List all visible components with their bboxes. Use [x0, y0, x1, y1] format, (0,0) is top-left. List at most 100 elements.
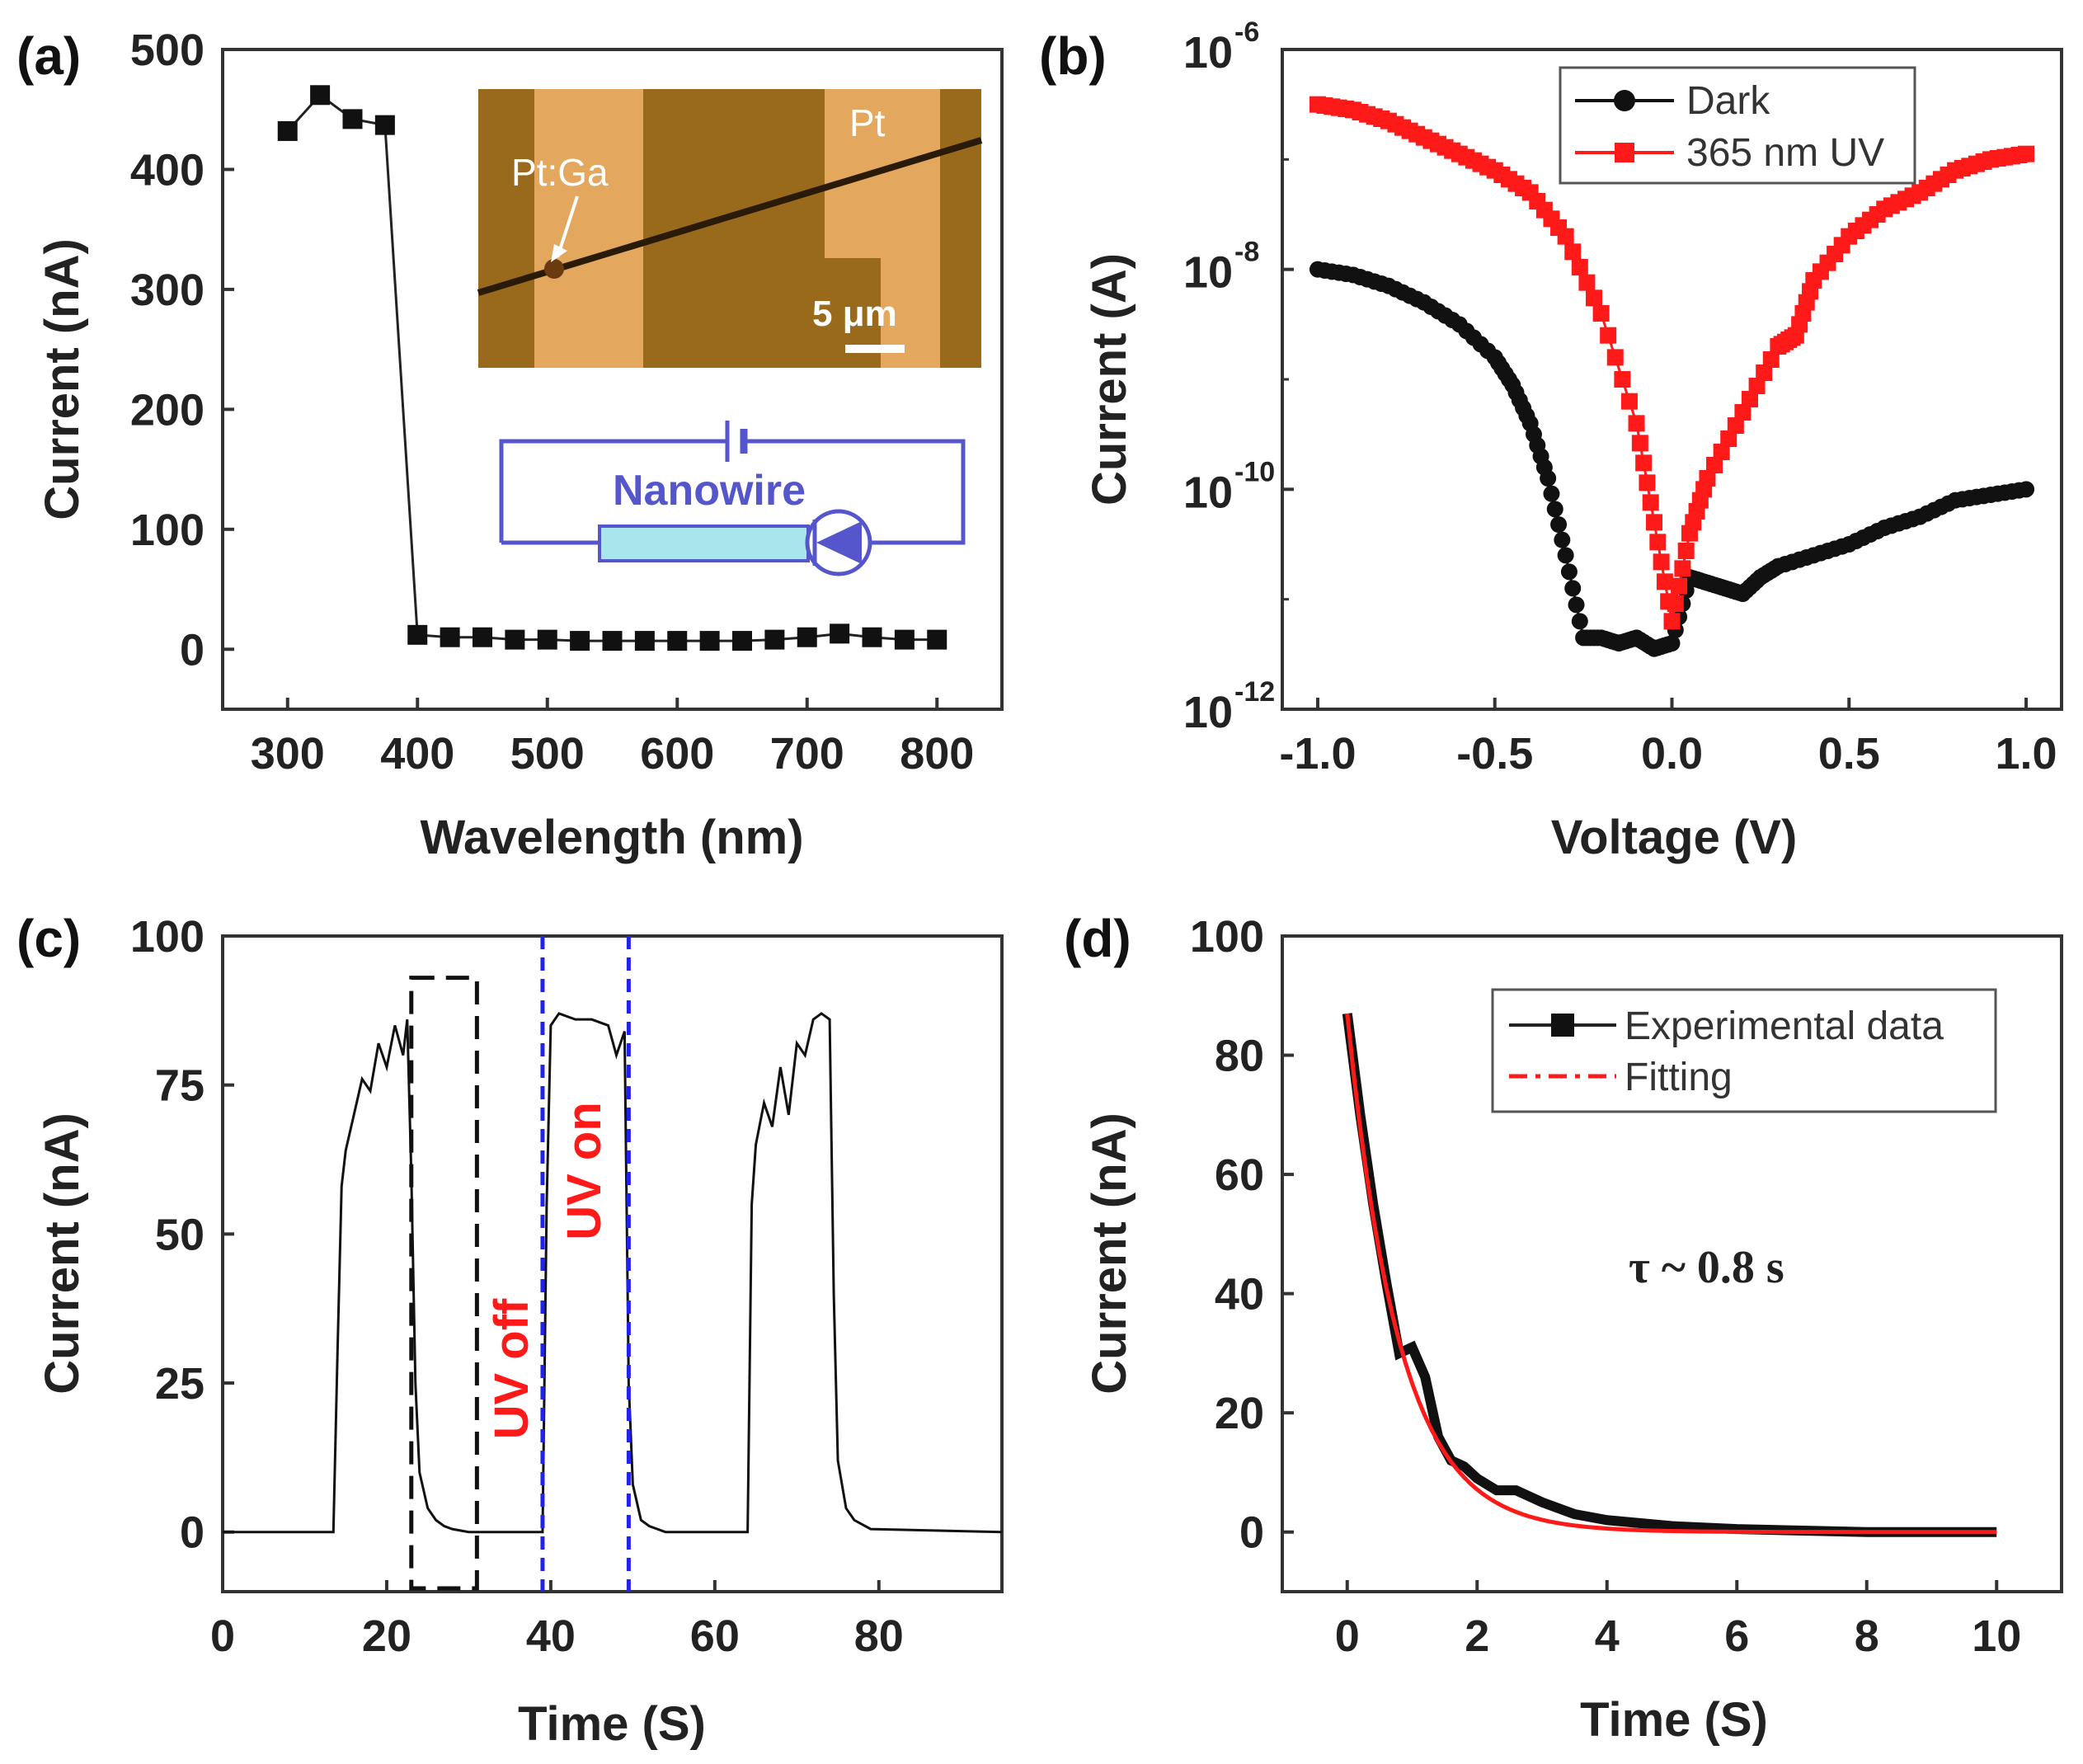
electrode-right-label: Pt — [849, 101, 886, 144]
panel-b-data-point — [1653, 553, 1670, 571]
panel-b-ytick-exponent: -12 — [1234, 676, 1275, 708]
panel-a: (a) 300 400 500 600 700 800 0 100 200 300 400 500 W… — [16, 26, 1004, 864]
panel-b-ytick-exponent: -6 — [1234, 16, 1259, 48]
panel-c-ticks: 0 20 40 60 80 0 25 50 75 100 — [130, 912, 904, 1661]
panel-b-data-point — [1734, 404, 1752, 421]
panel-b-data-point — [1756, 365, 1773, 381]
panel-a-data-point — [310, 85, 331, 106]
panel-d-ytick-label: 40 — [1215, 1270, 1264, 1319]
panel-c-xtick-label: 0 — [210, 1611, 235, 1661]
panel-a-ylabel: Current (nA) — [35, 238, 89, 520]
panel-b-data-point — [1762, 351, 1780, 368]
uv-on-annotation: UV on — [557, 1102, 611, 1240]
panel-b-ylabel: Current (A) — [1083, 253, 1136, 506]
panel-b-data-point — [1592, 305, 1610, 322]
panel-c-xtick-label: 20 — [362, 1611, 411, 1661]
panel-b-xtick-label: -0.5 — [1456, 729, 1533, 779]
panel-b-data-point — [1568, 596, 1585, 614]
panel-b-data-point — [2018, 481, 2035, 498]
panel-b-data-point — [1748, 378, 1766, 394]
panel-b-ytick-label: 10 — [1183, 688, 1233, 737]
panel-b-data-point — [1557, 547, 1574, 564]
panel-b-data-point — [1656, 573, 1673, 590]
panel-d-plot-frame — [1281, 934, 2063, 1593]
panel-b-ytick-label: 10 — [1183, 28, 1233, 78]
panel-a-ytick-label: 500 — [130, 26, 205, 75]
panel-b-data-point — [1614, 371, 1631, 388]
panel-b-data-point — [1557, 228, 1574, 245]
panel-b-xtick-label: -1.0 — [1279, 729, 1356, 779]
panel-d-xlabel: Time (S) — [1580, 1693, 1768, 1747]
panel-b-ytick-label: 10 — [1183, 468, 1233, 517]
panel-b-data-point — [1727, 417, 1744, 434]
photodiode-triangle — [816, 521, 862, 564]
panel-d-data-series — [1342, 1013, 1997, 1537]
micrograph-inset: Pt:Ga Pt 5 μm — [477, 89, 983, 368]
panel-c-label: (c) — [16, 909, 81, 968]
panel-a-data-point — [473, 627, 492, 647]
panel-a-ytick-label: 0 — [180, 625, 205, 675]
tau-annotation: τ ~ 0.8 s — [1629, 1242, 1784, 1293]
panel-c-ylabel: Current (nA) — [35, 1112, 89, 1395]
panel-a-data-point — [634, 631, 655, 652]
panel-a-data-point — [407, 624, 428, 645]
panel-b-data-point — [1706, 457, 1723, 473]
panel-a-data-point — [277, 120, 298, 141]
panel-b-xtick-label: 0.0 — [1641, 729, 1703, 779]
panel-b-data-point — [1571, 259, 1588, 275]
panel-a-data-series — [277, 85, 947, 652]
panel-b-data-point — [1663, 613, 1681, 630]
panel-b-data-point — [1663, 635, 1681, 652]
legend-fitting-label: Fitting — [1625, 1056, 1733, 1099]
panel-c-xtick-label: 60 — [690, 1611, 740, 1661]
panel-d-xtick-label: 8 — [1855, 1611, 1879, 1661]
panel-d-legend: Experimental data Fitting — [1491, 988, 1997, 1113]
panel-a-xtick-label: 700 — [770, 729, 844, 779]
legend-dark-label: Dark — [1686, 79, 1770, 123]
panel-a-data-point — [570, 631, 590, 652]
panel-b-data-point — [1635, 454, 1653, 472]
panel-d-xtick-label: 10 — [1972, 1611, 2021, 1661]
panel-b-ytick-label: 10 — [1183, 248, 1233, 298]
panel-a-xtick-label: 400 — [380, 729, 454, 779]
panel-d-ytick-label: 0 — [1239, 1508, 1264, 1558]
electrode-left — [534, 89, 643, 368]
panel-a-xtick-label: 500 — [510, 729, 585, 779]
panel-b-data-point — [1606, 349, 1624, 366]
panel-a-data-point — [862, 627, 882, 647]
panel-b-data-point — [1564, 580, 1582, 597]
contact-arrow — [556, 195, 579, 258]
legend-dark-marker — [1614, 90, 1635, 111]
contact-point — [544, 259, 564, 279]
panel-a-data-point — [894, 629, 915, 650]
panel-d-legend-box — [1491, 988, 1997, 1113]
panel-b-data-point — [1631, 435, 1648, 452]
circuit-diagram: Nanowire — [499, 421, 966, 576]
panel-b-legend-box — [1559, 66, 1916, 185]
panel-a-xtick-label: 600 — [640, 729, 714, 779]
panel-c: (c) 0 20 40 60 80 0 25 50 75 100 UV off UV on Tim… — [16, 909, 1004, 1751]
scale-bar-label: 5 μm — [812, 294, 897, 334]
panel-b-label: (b) — [1039, 26, 1107, 86]
panel-b-xtick-label: 0.5 — [1818, 729, 1880, 779]
panel-b-data-point — [1713, 444, 1730, 460]
panel-c-xtick-label: 40 — [526, 1611, 576, 1661]
panel-c-plot-frame — [221, 934, 1004, 1593]
panel-b-data-point — [1639, 474, 1656, 492]
circuit-label: Nanowire — [613, 467, 806, 515]
contact-arrow-head — [551, 244, 567, 262]
panel-b-data-point — [1742, 391, 1758, 407]
panel-c-ytick-label: 25 — [155, 1359, 205, 1409]
panel-a-data-point — [927, 629, 947, 650]
panel-b-data-point — [1578, 274, 1596, 291]
panel-d-label: (d) — [1064, 909, 1131, 968]
panel-b-data-point — [1674, 560, 1691, 577]
panel-b-ytick-exponent: -8 — [1234, 237, 1259, 268]
panel-a-data-point — [505, 629, 525, 650]
panel-b-data-point — [1540, 470, 1557, 487]
panel-a-xtick-label: 800 — [900, 729, 974, 779]
panel-d-ytick-label: 20 — [1215, 1389, 1264, 1438]
panel-a-data-point — [667, 631, 688, 652]
